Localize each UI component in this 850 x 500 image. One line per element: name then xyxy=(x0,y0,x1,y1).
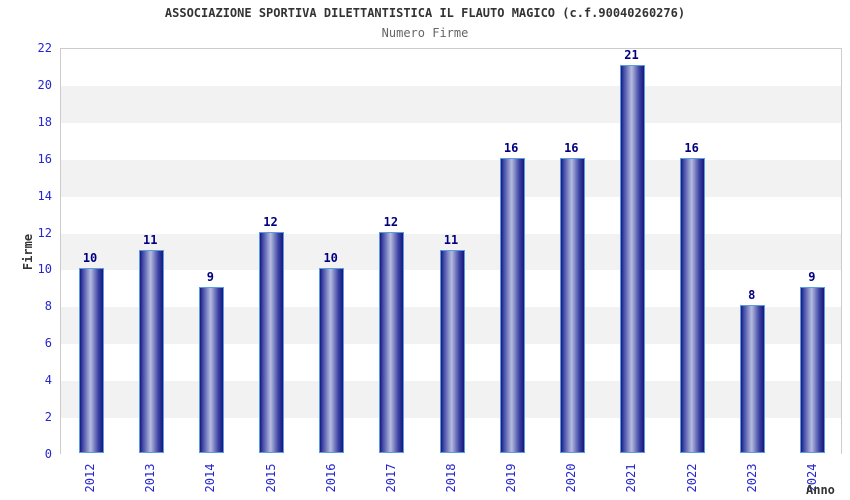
bar-2021 xyxy=(619,65,645,453)
x-tick-label: 2015 xyxy=(263,463,278,493)
grid-band xyxy=(61,159,841,197)
y-tick-label: 8 xyxy=(44,299,52,314)
x-tick-label: 2013 xyxy=(143,463,158,493)
bar-value-label: 16 xyxy=(564,140,579,155)
bar-value-label: 9 xyxy=(206,269,214,284)
x-tick-label: 2017 xyxy=(383,463,398,493)
bar-2014 xyxy=(198,286,224,453)
y-tick-label: 10 xyxy=(37,262,52,277)
bar-2024 xyxy=(800,286,826,453)
x-tick-label: 2023 xyxy=(744,463,759,493)
grid-band xyxy=(61,122,841,160)
bar-2020 xyxy=(559,157,585,453)
bar-value-label: 9 xyxy=(808,269,816,284)
x-tick-label: 2020 xyxy=(564,463,579,493)
bar-2017 xyxy=(379,231,405,453)
bar-value-label: 11 xyxy=(142,233,158,247)
y-tick-label: 4 xyxy=(44,373,52,388)
x-tick-label: 2021 xyxy=(624,463,639,493)
y-tick-label: 6 xyxy=(44,336,52,351)
y-tick-label: 12 xyxy=(37,225,52,240)
bar-value-label: 16 xyxy=(503,140,519,155)
x-tick-label: 2018 xyxy=(444,463,458,493)
y-tick-label: 20 xyxy=(37,77,52,92)
x-tick-label: 2012 xyxy=(83,463,98,493)
bar-2022 xyxy=(680,157,706,453)
x-tick-label: 2019 xyxy=(504,463,519,493)
y-tick-label: 0 xyxy=(44,447,52,461)
x-tick-label: 2022 xyxy=(684,463,699,493)
y-tick-label: 18 xyxy=(37,114,52,129)
bar-value-label: 12 xyxy=(383,214,399,229)
bar-value-label: 10 xyxy=(323,251,338,266)
y-axis-title: Firme xyxy=(21,233,35,271)
bar-value-label: 21 xyxy=(624,48,639,63)
bar-2012 xyxy=(78,268,104,453)
bar-2023 xyxy=(740,305,766,453)
bar-value-label: 10 xyxy=(82,251,98,266)
bar-2018 xyxy=(439,250,465,453)
bar-value-label: 12 xyxy=(263,214,278,229)
plot-area xyxy=(60,48,842,455)
bar-2013 xyxy=(138,250,164,453)
bar-2019 xyxy=(499,157,525,453)
x-axis-title: Anno xyxy=(806,483,835,497)
chart-subtitle: Numero Firme xyxy=(381,26,469,40)
x-tick-label: 2016 xyxy=(323,463,338,493)
grid-band xyxy=(61,49,841,86)
grid-band xyxy=(61,85,841,123)
y-tick-label: 14 xyxy=(37,188,52,203)
bar-2015 xyxy=(259,231,285,453)
bar-2016 xyxy=(319,268,345,453)
grid-band xyxy=(61,196,841,234)
y-tick-label: 22 xyxy=(37,41,52,55)
bar-value-label: 16 xyxy=(684,140,699,155)
y-tick-label: 16 xyxy=(37,151,52,166)
chart-title: ASSOCIAZIONE SPORTIVA DILETTANTISTICA IL… xyxy=(164,6,686,20)
bar-value-label: 8 xyxy=(748,288,756,303)
bar-value-label: 11 xyxy=(443,233,459,247)
x-tick-label: 2014 xyxy=(203,463,218,493)
y-tick-label: 2 xyxy=(44,410,52,425)
